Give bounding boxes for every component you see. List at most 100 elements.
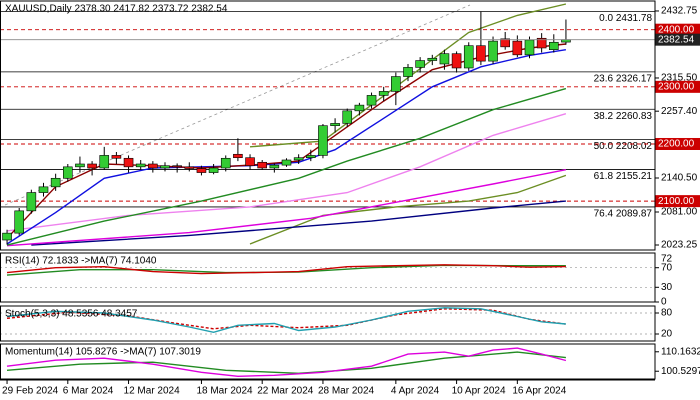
candle-body	[111, 155, 122, 159]
fib-label: 50.0 2208.02	[594, 141, 653, 152]
candle-body	[512, 40, 523, 56]
panel-frame	[0, 305, 656, 342]
panel-frame	[0, 252, 656, 303]
candle-body	[330, 123, 340, 127]
panel-title: XAUUSD,Daily 2378.30 2417.82 2373.72 238…	[5, 4, 228, 15]
y-tick-label: 20	[661, 329, 673, 340]
fib-label: 61.8 2155.21	[594, 171, 653, 182]
candle-body	[123, 157, 134, 168]
candle-body	[233, 153, 243, 159]
candle-body	[99, 155, 110, 169]
series-line	[31, 200, 566, 246]
panel-title: RSI(14) 72.1833 ->MA(7) 74.1040	[5, 256, 157, 267]
trendline	[4, 4, 471, 206]
panel	[0, 264, 655, 302]
candle-body	[342, 110, 353, 124]
candle-body	[257, 161, 267, 169]
series-line	[6, 87, 567, 246]
candle-body	[281, 159, 292, 166]
x-tick-label: 28 Mar 2024	[318, 386, 375, 397]
candle-body	[463, 45, 474, 69]
candle-body	[427, 57, 438, 61]
x-tick-label: 16 Apr 2024	[512, 386, 566, 397]
candle-body	[354, 104, 365, 112]
candle-body	[451, 53, 462, 69]
axis: 2432.75 2315.50 2257.40 2140.50 2081.00 2023.…	[655, 6, 700, 251]
candle-body	[391, 76, 401, 92]
candle-body	[378, 91, 389, 96]
candle-body	[14, 210, 24, 234]
level-box	[655, 23, 700, 36]
x-tick-label: 6 Mar 2024	[63, 386, 114, 397]
level-label: 2400.00	[658, 24, 695, 35]
candle-body	[403, 67, 413, 77]
y-tick-label: 80	[661, 308, 673, 319]
candle-body	[184, 166, 195, 169]
y-tick-label: 100.5297	[661, 366, 700, 377]
x-tick-label: 18 Mar 2024	[196, 386, 253, 397]
series-line	[6, 347, 567, 378]
candle-body	[269, 164, 280, 169]
level-label: 2300.00	[658, 81, 695, 92]
series-line	[6, 264, 566, 275]
candle-body	[172, 165, 182, 168]
y-tick-label: 2432.75	[661, 6, 698, 17]
axis: 70 30 0 72	[655, 253, 673, 308]
candle-body	[548, 41, 559, 50]
candle-body	[196, 168, 207, 173]
candle-body	[208, 167, 219, 173]
x-tick-label: 12 Mar 2024	[124, 386, 181, 397]
x-tick-label: 4 Apr 2024	[391, 386, 440, 397]
level-label: 2100.00	[658, 196, 695, 207]
last-price-box	[655, 33, 700, 46]
x-tick-label: 10 Apr 2024	[452, 386, 506, 397]
candle-body	[293, 157, 304, 161]
x-tick-label: 29 Feb 2024	[2, 386, 59, 397]
axis: 80 20	[655, 308, 673, 340]
level-box	[655, 137, 700, 150]
y-tick-label: 2140.50	[661, 173, 698, 184]
candle-body	[415, 60, 425, 68]
y-tick-label: 70	[661, 262, 673, 273]
x-tick-label: 22 Mar 2024	[257, 386, 314, 397]
panel-title: Momentum(14) 105.8276 ->MA(7) 107.3019	[5, 347, 201, 358]
panel	[6, 347, 567, 378]
y-tick-label: 2315.50	[661, 73, 698, 84]
candle-body	[38, 186, 49, 193]
value-marker: 72	[661, 253, 673, 264]
panel-title: Stoch(5,3,3) 48.5356 48.3457	[5, 309, 138, 320]
level-label: 2200.00	[658, 139, 695, 150]
candle-body	[62, 166, 73, 179]
fib-label: 76.4 2089.87	[594, 209, 653, 220]
y-tick-label: 2023.25	[661, 240, 698, 251]
candle-body	[26, 192, 37, 212]
candle-body	[2, 232, 12, 241]
candle-body	[439, 53, 450, 65]
candle-body	[160, 165, 170, 169]
candle-body	[318, 125, 328, 156]
candle-body	[500, 38, 510, 48]
candle-body	[366, 95, 377, 106]
series-line	[6, 307, 566, 334]
panel-frame	[0, 343, 656, 380]
candle-body	[220, 157, 231, 169]
series-line	[249, 174, 567, 245]
level-box	[655, 195, 700, 208]
candle-body	[148, 163, 158, 169]
y-tick-label: 110.1632	[661, 346, 700, 357]
candle-body	[245, 157, 255, 167]
y-tick-label: 30	[661, 282, 673, 293]
y-tick-label: 2081.00	[661, 207, 698, 218]
y-tick-label: 2257.40	[661, 106, 698, 117]
candle-body	[50, 177, 61, 188]
panel: 0.0 2431.78 23.6 2326.17 38.2 2260.83 50.0 …	[0, 3, 655, 247]
candle-body	[135, 163, 146, 168]
fib-label: 38.2 2260.83	[594, 111, 653, 122]
y-tick-label: 0	[661, 297, 667, 308]
level-box	[655, 80, 700, 93]
candle-body	[536, 37, 547, 49]
panel-frame	[0, 0, 656, 251]
